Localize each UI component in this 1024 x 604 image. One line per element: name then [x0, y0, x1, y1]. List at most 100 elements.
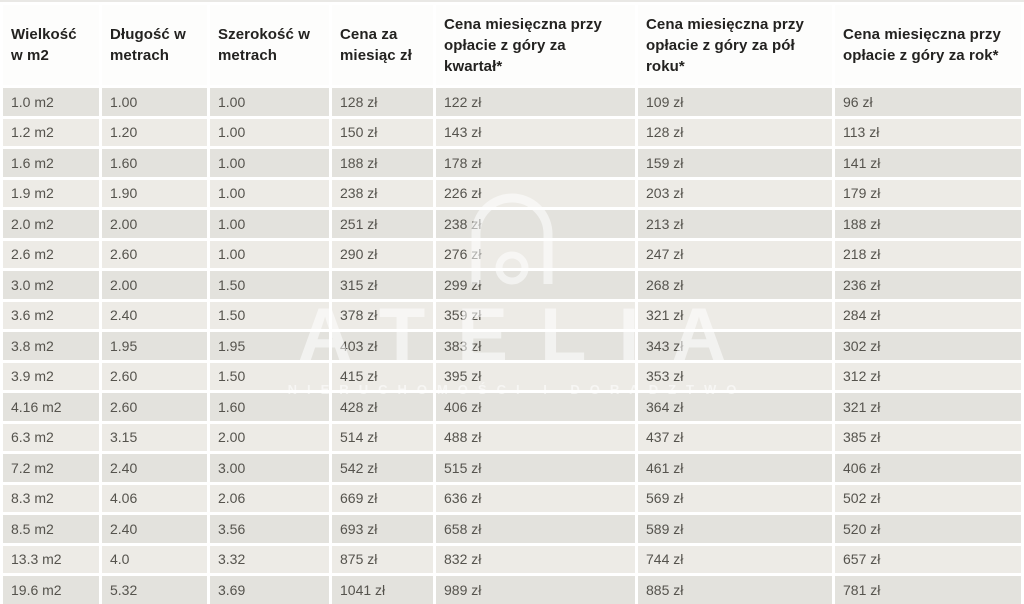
table-cell: 159 zł — [638, 149, 832, 177]
table-cell: 268 zł — [638, 271, 832, 299]
table-cell: 312 zł — [835, 362, 1021, 390]
table-cell: 247 zł — [638, 240, 832, 268]
table-cell: 302 zł — [835, 332, 1021, 360]
table-row: 7.2 m2 2.40 3.00 542 zł 515 zł 461 zł 406 zł — [3, 454, 1021, 482]
table-row: 6.3 m2 3.15 2.00 514 zł 488 zł 437 zł 385 zł — [3, 423, 1021, 451]
table-cell: 251 zł — [332, 210, 433, 238]
table-cell: 4.06 — [102, 484, 207, 512]
table-cell: 3.0 m2 — [3, 271, 99, 299]
table-cell: 658 zł — [436, 515, 635, 543]
table-cell: 238 zł — [436, 210, 635, 238]
table-cell: 1.00 — [210, 88, 329, 116]
table-cell: 488 zł — [436, 423, 635, 451]
table-cell: 885 zł — [638, 576, 832, 604]
table-cell: 781 zł — [835, 576, 1021, 604]
table-cell: 321 zł — [638, 301, 832, 329]
table-cell: 213 zł — [638, 210, 832, 238]
table-cell: 1.2 m2 — [3, 118, 99, 146]
table-cell: 178 zł — [436, 149, 635, 177]
table-cell: 179 zł — [835, 179, 1021, 207]
table-cell: 3.56 — [210, 515, 329, 543]
table-cell: 284 zł — [835, 301, 1021, 329]
table-cell: 188 zł — [835, 210, 1021, 238]
table-cell: 1.60 — [210, 393, 329, 421]
table-cell: 395 zł — [436, 362, 635, 390]
table-cell: 236 zł — [835, 271, 1021, 299]
table-cell: 669 zł — [332, 484, 433, 512]
table-cell: 353 zł — [638, 362, 832, 390]
table-cell: 321 zł — [835, 393, 1021, 421]
column-header-7: Cena miesięczna przy opłacie z góry za r… — [835, 5, 1021, 85]
table-cell: 1.9 m2 — [3, 179, 99, 207]
table-cell: 109 zł — [638, 88, 832, 116]
table-cell: 299 zł — [436, 271, 635, 299]
table-cell: 542 zł — [332, 454, 433, 482]
table-cell: 359 zł — [436, 301, 635, 329]
table-row: 2.0 m2 2.00 1.00 251 zł 238 zł 213 zł 188 zł — [3, 210, 1021, 238]
table-cell: 2.40 — [102, 301, 207, 329]
table-cell: 343 zł — [638, 332, 832, 360]
table-cell: 3.15 — [102, 423, 207, 451]
table-body: 1.0 m2 1.00 1.00 128 zł 122 zł 109 zł 96 zł 1.2… — [3, 88, 1021, 604]
table-cell: 1.50 — [210, 301, 329, 329]
table-row: 3.8 m2 1.95 1.95 403 zł 383 zł 343 zł 302 zł — [3, 332, 1021, 360]
table-cell: 2.06 — [210, 484, 329, 512]
table-cell: 290 zł — [332, 240, 433, 268]
table-cell: 3.9 m2 — [3, 362, 99, 390]
table-cell: 1.6 m2 — [3, 149, 99, 177]
table-cell: 128 zł — [638, 118, 832, 146]
table-cell: 1.00 — [210, 240, 329, 268]
table-cell: 218 zł — [835, 240, 1021, 268]
header-row: Wielkość w m2 Długość w metrach Szerokość … — [3, 5, 1021, 85]
table-row: 1.6 m2 1.60 1.00 188 zł 178 zł 159 zł 141 zł — [3, 149, 1021, 177]
table-cell: 96 zł — [835, 88, 1021, 116]
table-cell: 122 zł — [436, 88, 635, 116]
table-cell: 1041 zł — [332, 576, 433, 604]
table-cell: 2.00 — [102, 271, 207, 299]
table-cell: 1.00 — [210, 149, 329, 177]
table-cell: 569 zł — [638, 484, 832, 512]
table-cell: 8.5 m2 — [3, 515, 99, 543]
table-cell: 520 zł — [835, 515, 1021, 543]
table-cell: 3.32 — [210, 545, 329, 573]
table-cell: 428 zł — [332, 393, 433, 421]
table-cell: 461 zł — [638, 454, 832, 482]
table-row: 4.16 m2 2.60 1.60 428 zł 406 zł 364 zł 321 zł — [3, 393, 1021, 421]
table-cell: 1.50 — [210, 362, 329, 390]
table-cell: 2.6 m2 — [3, 240, 99, 268]
table-row: 8.5 m2 2.40 3.56 693 zł 658 zł 589 zł 520 zł — [3, 515, 1021, 543]
table-cell: 832 zł — [436, 545, 635, 573]
table-cell: 875 zł — [332, 545, 433, 573]
column-header-4: Cena za miesiąc zł — [332, 5, 433, 85]
table-row: 1.2 m2 1.20 1.00 150 zł 143 zł 128 zł 113 zł — [3, 118, 1021, 146]
table-cell: 3.8 m2 — [3, 332, 99, 360]
table-cell: 2.00 — [210, 423, 329, 451]
table-cell: 2.60 — [102, 393, 207, 421]
table-cell: 989 zł — [436, 576, 635, 604]
table-cell: 4.0 — [102, 545, 207, 573]
table-row: 8.3 m2 4.06 2.06 669 zł 636 zł 569 zł 502 zł — [3, 484, 1021, 512]
table-cell: 19.6 m2 — [3, 576, 99, 604]
table-cell: 1.60 — [102, 149, 207, 177]
table-cell: 1.95 — [210, 332, 329, 360]
table-cell: 3.69 — [210, 576, 329, 604]
table-cell: 2.40 — [102, 515, 207, 543]
table-cell: 657 zł — [835, 545, 1021, 573]
table-cell: 2.0 m2 — [3, 210, 99, 238]
table-cell: 4.16 m2 — [3, 393, 99, 421]
table-cell: 6.3 m2 — [3, 423, 99, 451]
column-header-5: Cena miesięczna przy opłacie z góry za k… — [436, 5, 635, 85]
table-cell: 744 zł — [638, 545, 832, 573]
table-cell: 238 zł — [332, 179, 433, 207]
table-cell: 364 zł — [638, 393, 832, 421]
table-cell: 1.50 — [210, 271, 329, 299]
table-cell: 13.3 m2 — [3, 545, 99, 573]
table-row: 3.9 m2 2.60 1.50 415 zł 395 zł 353 zł 312 zł — [3, 362, 1021, 390]
table-cell: 589 zł — [638, 515, 832, 543]
table-cell: 226 zł — [436, 179, 635, 207]
column-header-6: Cena miesięczna przy opłacie z góry za p… — [638, 5, 832, 85]
table-cell: 113 zł — [835, 118, 1021, 146]
table-cell: 128 zł — [332, 88, 433, 116]
